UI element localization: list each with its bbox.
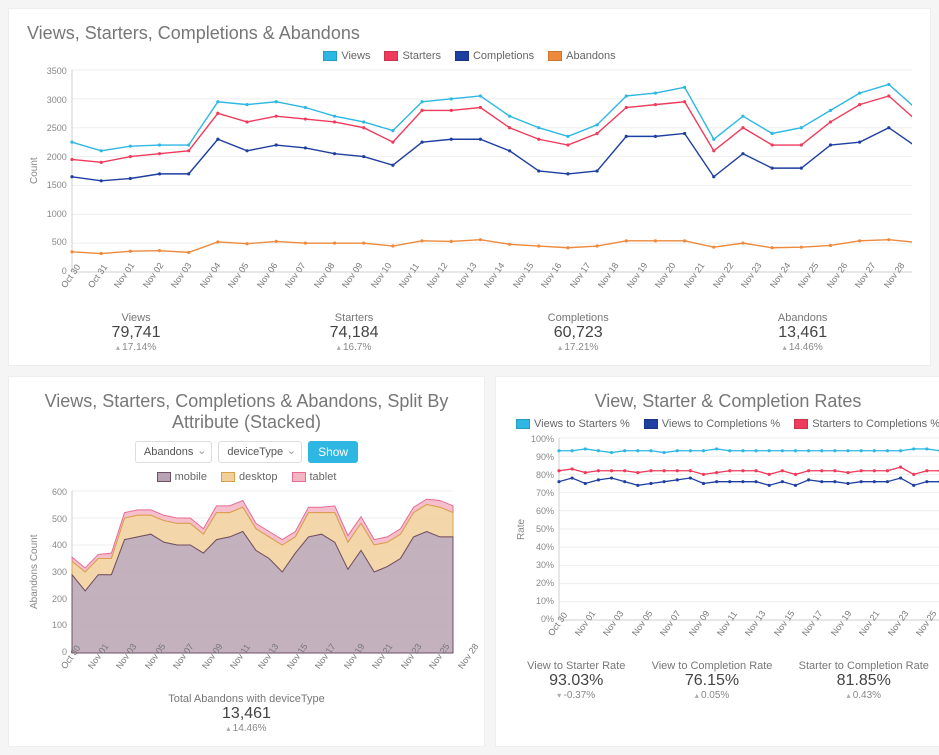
bl-controls: Abandons deviceType Show <box>27 441 466 463</box>
bottom-left-panel: Views, Starters, Completions & Abandons,… <box>8 376 485 747</box>
bl-title: Views, Starters, Completions & Abandons,… <box>27 391 466 433</box>
top-ylabel: Count <box>27 66 42 276</box>
top-panel: Views, Starters, Completions & Abandons … <box>8 8 931 366</box>
br-xticks: Oct 30Nov 01Nov 03Nov 05Nov 07Nov 09Nov … <box>546 624 931 634</box>
top-stats: Views79,74117.14% Starters74,18416.7% Comp… <box>27 312 912 353</box>
bl-stats: Total Abandons with deviceType 13,461 14… <box>27 693 466 734</box>
bl-ylabel: Abandons Count <box>27 487 42 657</box>
br-title: View, Starter & Completion Rates <box>514 391 939 412</box>
br-legend: Views to Starters %Views to Completions … <box>514 418 939 430</box>
top-yticks: 0500100015002000250030003500 <box>42 66 70 276</box>
stat-block: Starter to Completion Rate81.85%0.43% <box>799 660 929 701</box>
bl-xticks: Oct 30Nov 01Nov 03Nov 05Nov 07Nov 09Nov … <box>59 657 444 667</box>
bl-stat-delta: 14.46% <box>168 723 325 734</box>
top-title: Views, Starters, Completions & Abandons <box>27 23 912 44</box>
stat-block: Completions60,72317.21% <box>548 312 609 353</box>
stat-block: Abandons13,46114.46% <box>778 312 828 353</box>
bl-chart-svg <box>70 487 455 657</box>
top-xticks: Oct 30Oct 31Nov 01Nov 02Nov 03Nov 04Nov … <box>59 276 909 286</box>
bl-stat-value: 13,461 <box>168 705 325 723</box>
stat-block: Starters74,18416.7% <box>330 312 379 353</box>
br-chart-svg <box>557 434 939 624</box>
stat-block: View to Starter Rate93.03%-0.37% <box>527 660 625 701</box>
bl-stat-label: Total Abandons with deviceType <box>168 693 325 705</box>
stat-block: Views79,74117.14% <box>112 312 161 353</box>
bl-legend: mobiledesktoptablet <box>27 471 466 483</box>
attribute-select[interactable]: deviceType <box>218 441 302 463</box>
bottom-right-panel: View, Starter & Completion Rates Views t… <box>495 376 939 747</box>
bl-stat: Total Abandons with deviceType 13,461 14… <box>168 693 325 734</box>
bl-yticks: 0100200300400500600 <box>42 487 70 657</box>
br-stats: View to Starter Rate93.03%-0.37% View to … <box>514 660 939 701</box>
top-chart-svg <box>70 66 912 276</box>
show-button[interactable]: Show <box>308 441 358 463</box>
br-ylabel: Rate <box>514 434 529 624</box>
top-legend: ViewsStartersCompletionsAbandons <box>27 50 912 62</box>
stat-block: View to Completion Rate76.15%0.05% <box>652 660 773 701</box>
metric-select[interactable]: Abandons <box>135 441 213 463</box>
br-yticks: 0%10%20%30%40%50%60%70%80%90%100% <box>529 434 557 624</box>
